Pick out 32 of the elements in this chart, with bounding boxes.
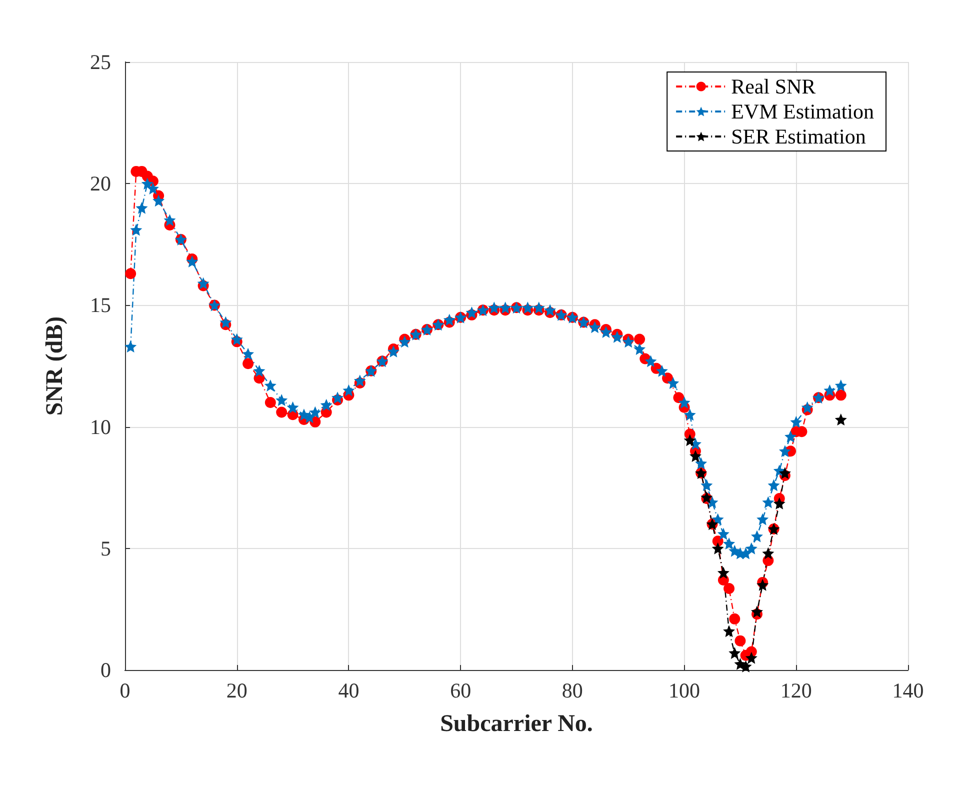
legend-label: EVM Estimation xyxy=(731,100,874,124)
y-tick-label: 0 xyxy=(100,658,111,682)
point xyxy=(773,497,786,510)
x-tick-label: 60 xyxy=(450,678,472,702)
y-tick-label: 20 xyxy=(90,172,111,196)
y-tick-label: 15 xyxy=(90,293,111,318)
y-axis-title: SNR (dB) xyxy=(42,316,68,416)
x-tick-label: 120 xyxy=(780,678,812,702)
point xyxy=(728,646,741,659)
legend-label: SER Estimation xyxy=(731,124,866,148)
x-tick-label: 100 xyxy=(668,678,700,702)
point xyxy=(684,434,696,446)
point xyxy=(745,652,758,664)
point xyxy=(689,450,702,462)
y-tick-label: 5 xyxy=(100,536,111,560)
legend-label: Real SNR xyxy=(731,74,816,98)
y-tick-label: 25 xyxy=(90,50,111,74)
x-tick-label: 40 xyxy=(338,678,360,702)
x-tick-label: 0 xyxy=(120,678,130,702)
x-axis-title: Subcarrier No. xyxy=(440,711,593,737)
x-tick-label: 140 xyxy=(892,678,924,702)
point xyxy=(750,606,763,618)
y-tick-label: 10 xyxy=(90,414,111,439)
point xyxy=(756,578,769,591)
point xyxy=(723,625,736,638)
point xyxy=(778,467,791,480)
point xyxy=(717,566,730,579)
x-tick-label: 20 xyxy=(226,678,248,702)
x-tick-label: 80 xyxy=(562,678,583,702)
point xyxy=(762,547,774,560)
point xyxy=(834,414,847,426)
point xyxy=(712,542,724,554)
